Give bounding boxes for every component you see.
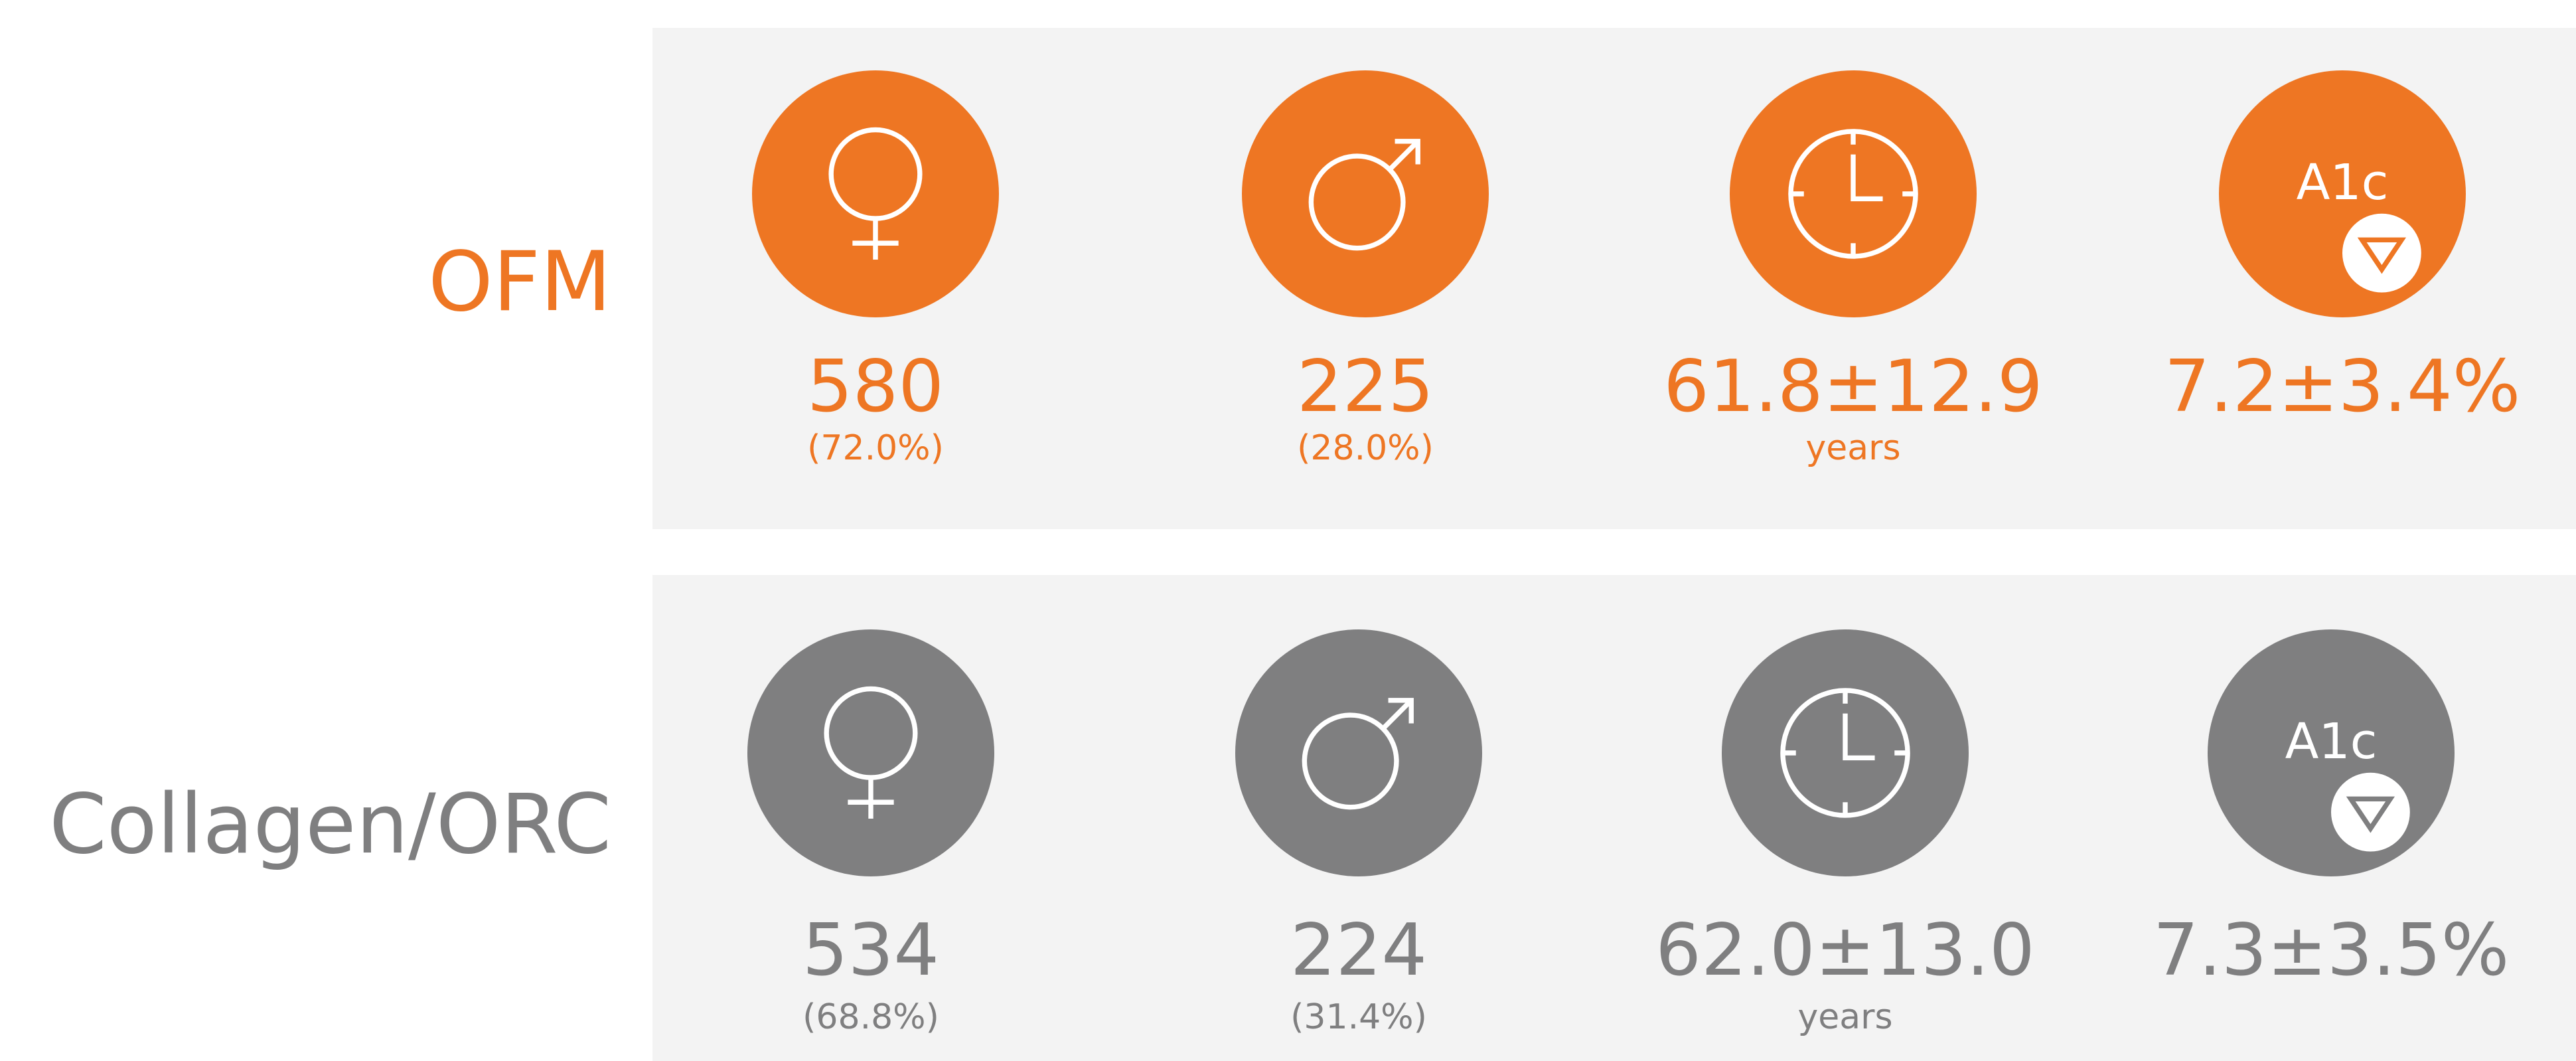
group-label: Collagen/ORC <box>49 777 611 872</box>
icon-part <box>1395 139 1420 165</box>
icon <box>1788 129 1918 259</box>
icon-part <box>1780 688 1910 818</box>
icon <box>828 127 923 260</box>
icon-part <box>2346 796 2395 833</box>
stat-note: (72.0%) <box>807 428 944 468</box>
stat-value: 62.0±13.0 <box>1655 909 2034 992</box>
icon-text: A1c <box>2285 712 2378 770</box>
stat-note: years <box>1797 997 1892 1037</box>
icon-part <box>1388 698 1414 724</box>
stat-note: (68.8%) <box>802 997 939 1037</box>
icon-part <box>1381 698 1413 730</box>
stat-value: 7.2±3.4% <box>2164 345 2521 428</box>
icon-part <box>2357 237 2407 274</box>
icon-circle <box>752 70 999 317</box>
icon: A1c <box>2297 153 2421 293</box>
icon-part <box>1302 712 1399 810</box>
stat-note: (28.0%) <box>1297 428 1434 468</box>
stat-value: 580 <box>807 345 944 428</box>
icon-part <box>1308 153 1406 251</box>
stat-value: 61.8±12.9 <box>1663 345 2042 428</box>
icon <box>1780 688 1910 818</box>
icon <box>1308 139 1420 251</box>
stat-value: 534 <box>802 909 939 992</box>
icon-part <box>1388 139 1420 171</box>
icon <box>824 686 918 819</box>
icon-circle <box>747 629 994 876</box>
icon-text: A1c <box>2297 153 2389 211</box>
stat-note: years <box>1805 428 1900 468</box>
stat-value: 224 <box>1290 909 1427 992</box>
icon-part <box>1843 713 1875 761</box>
stat-value: 7.3±3.5% <box>2153 909 2510 992</box>
icon-part <box>2331 772 2410 852</box>
icon-part <box>1851 154 1883 202</box>
stat-note: (31.4%) <box>1290 997 1427 1037</box>
icon: A1c <box>2285 712 2410 852</box>
group-label: OFM <box>428 234 611 330</box>
icon-circle <box>1235 629 1482 876</box>
icon-circle <box>1242 70 1489 317</box>
stat-value: 225 <box>1297 345 1434 428</box>
icon <box>1302 698 1414 810</box>
icon-part <box>2342 213 2421 293</box>
